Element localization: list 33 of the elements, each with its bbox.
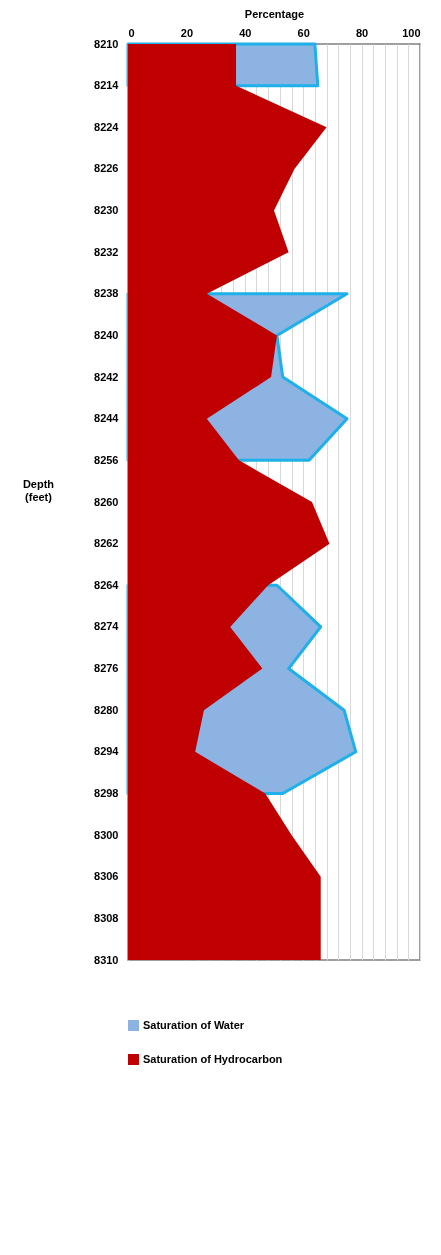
x-tick-label: 100 [402, 26, 421, 39]
y-tick-label: 8230 [94, 204, 119, 217]
y-tick-label: 8310 [94, 953, 119, 966]
y-tick-label: 8214 [94, 79, 120, 92]
y-tick-label: 8226 [94, 162, 119, 175]
y-tick-label: 8244 [94, 412, 120, 425]
y-tick-label: 8260 [94, 495, 119, 508]
y-tick-label: 8294 [94, 745, 120, 758]
x-tick-label: 40 [239, 26, 252, 39]
y-tick-label: 8280 [94, 703, 119, 716]
y-tick-label: 8308 [94, 911, 119, 924]
x-tick-label: 80 [355, 26, 369, 39]
y-tick-label: 8224 [94, 120, 120, 133]
x-axis-title: Percentage [244, 7, 305, 20]
y-tick-label: 8300 [94, 828, 119, 841]
y-tick-label: 8210 [94, 37, 119, 50]
x-tick-label: 20 [180, 26, 194, 39]
y-tick-label: 8232 [94, 245, 119, 258]
y-tick-label: 8274 [94, 620, 120, 633]
y-tick-label: 8298 [94, 786, 119, 799]
y-tick-label: 8256 [94, 453, 119, 466]
y-axis-title: Depth (feet) [22, 477, 55, 503]
y-tick-label: 8306 [94, 870, 119, 883]
y-tick-label: 8238 [94, 287, 119, 300]
y-tick-label: 8262 [94, 537, 119, 550]
x-tick-label: 0 [128, 26, 135, 39]
legend-label: Saturation of Hydrocarbon [143, 1052, 283, 1065]
y-tick-label: 8240 [94, 328, 119, 341]
y-tick-label: 8276 [94, 662, 119, 675]
x-tick-label: 60 [297, 26, 310, 39]
legend-label: Saturation of Water [143, 1018, 245, 1031]
y-tick-label: 8242 [94, 370, 119, 383]
y-tick-label: 8264 [94, 578, 120, 591]
